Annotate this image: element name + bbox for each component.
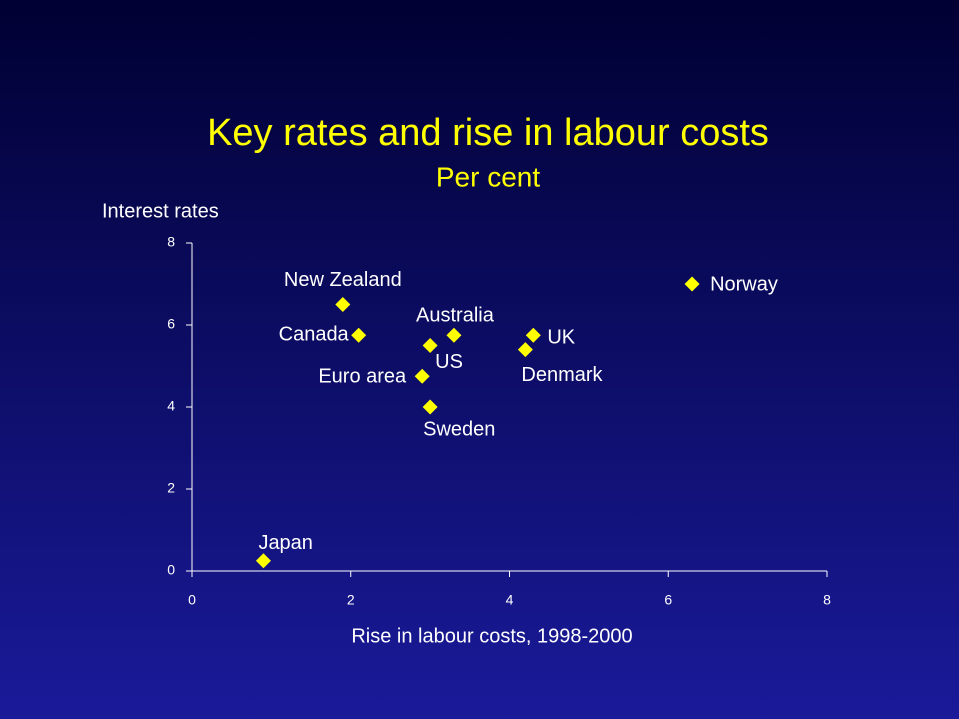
point	[684, 276, 700, 292]
point	[422, 399, 438, 415]
x-axis-title: Rise in labour costs, 1998-2000	[351, 625, 632, 647]
x-tick-label: 8	[823, 592, 831, 608]
point	[422, 338, 438, 353]
point-label: US	[435, 351, 463, 373]
y-tick-label: 4	[167, 398, 175, 414]
point	[525, 327, 541, 343]
point-label: Euro area	[318, 366, 407, 388]
x-tick-label: 2	[347, 592, 355, 608]
point-label: Sweden	[423, 418, 495, 440]
y-tick-label: 6	[167, 316, 175, 332]
point-label: Denmark	[521, 364, 603, 386]
y-tick-label: 2	[167, 480, 175, 496]
point-label: Norway	[710, 273, 778, 295]
y-axis-title: Interest rates	[102, 200, 219, 222]
point-label: Japan	[258, 532, 313, 554]
point	[335, 297, 351, 312]
point	[414, 368, 430, 384]
point	[351, 327, 367, 343]
point-label: New Zealand	[284, 269, 402, 291]
y-tick-label: 0	[167, 562, 175, 578]
point-label: Canada	[279, 324, 350, 346]
point	[517, 342, 533, 358]
x-tick-label: 4	[506, 592, 514, 608]
point	[446, 327, 462, 343]
x-tick-label: 6	[664, 592, 672, 608]
point-label: UK	[547, 327, 575, 349]
point	[255, 553, 271, 569]
y-tick-label: 8	[167, 234, 175, 250]
chart-title: Key rates and rise in labour costs	[207, 112, 769, 154]
point-label: Australia	[416, 305, 495, 327]
chart-subtitle: Per cent	[436, 161, 540, 192]
x-tick-label: 0	[188, 592, 196, 608]
